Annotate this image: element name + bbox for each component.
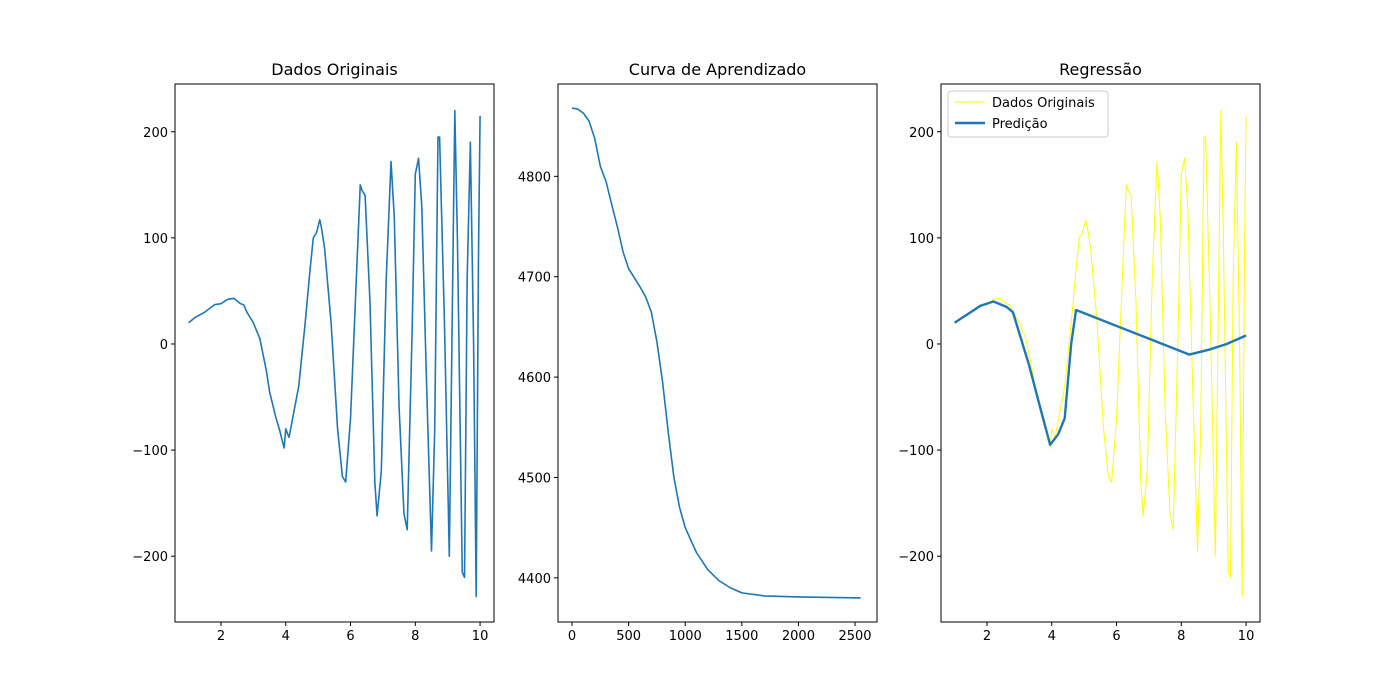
x-tick-label: 2 <box>983 629 991 644</box>
x-tick-label: 4 <box>1048 629 1056 644</box>
x-tick-label: 10 <box>1238 629 1255 644</box>
axes-frame <box>174 83 495 623</box>
x-tick-label: 10 <box>472 629 489 644</box>
x-tick-label: 2 <box>217 629 225 644</box>
y-tick-label: 4500 <box>518 471 551 486</box>
y-tick-label: −100 <box>898 444 934 459</box>
y-tick-label: −100 <box>132 444 168 459</box>
y-tick-label: −200 <box>898 550 934 565</box>
x-tick-label: 2500 <box>838 629 871 644</box>
y-tick-label: 4700 <box>518 271 551 286</box>
chart-title: Regressão <box>1059 60 1142 79</box>
chart-title: Dados Originais <box>271 60 397 79</box>
axes-frame <box>940 83 1261 623</box>
axes-frame <box>557 83 878 623</box>
y-tick-label: 4600 <box>518 371 551 386</box>
y-tick-label: 0 <box>926 338 934 353</box>
chart-title: Curva de Aprendizado <box>629 60 806 79</box>
y-tick-label: 4800 <box>518 170 551 185</box>
y-tick-label: 200 <box>143 126 168 141</box>
y-tick-label: 100 <box>909 232 934 247</box>
x-tick-label: 6 <box>346 629 354 644</box>
x-tick-label: 0 <box>568 629 576 644</box>
x-tick-label: 4 <box>282 629 290 644</box>
x-tick-label: 8 <box>1177 629 1185 644</box>
x-tick-label: 2000 <box>782 629 815 644</box>
data-line <box>954 110 1247 598</box>
legend-label: Predição <box>992 117 1048 132</box>
legend-label: Dados Originais <box>992 96 1095 111</box>
y-tick-label: 4400 <box>518 572 551 587</box>
x-tick-label: 1500 <box>725 629 758 644</box>
x-tick-label: 8 <box>411 629 419 644</box>
y-tick-label: 0 <box>160 338 168 353</box>
data-line <box>188 109 481 598</box>
data-line <box>571 107 861 599</box>
x-tick-label: 6 <box>1112 629 1120 644</box>
legend-box <box>947 90 1109 138</box>
x-tick-label: 1000 <box>669 629 702 644</box>
data-line <box>953 300 1247 446</box>
y-tick-label: 100 <box>143 232 168 247</box>
y-tick-label: 200 <box>909 126 934 141</box>
y-tick-label: −200 <box>132 550 168 565</box>
x-tick-label: 500 <box>616 629 641 644</box>
